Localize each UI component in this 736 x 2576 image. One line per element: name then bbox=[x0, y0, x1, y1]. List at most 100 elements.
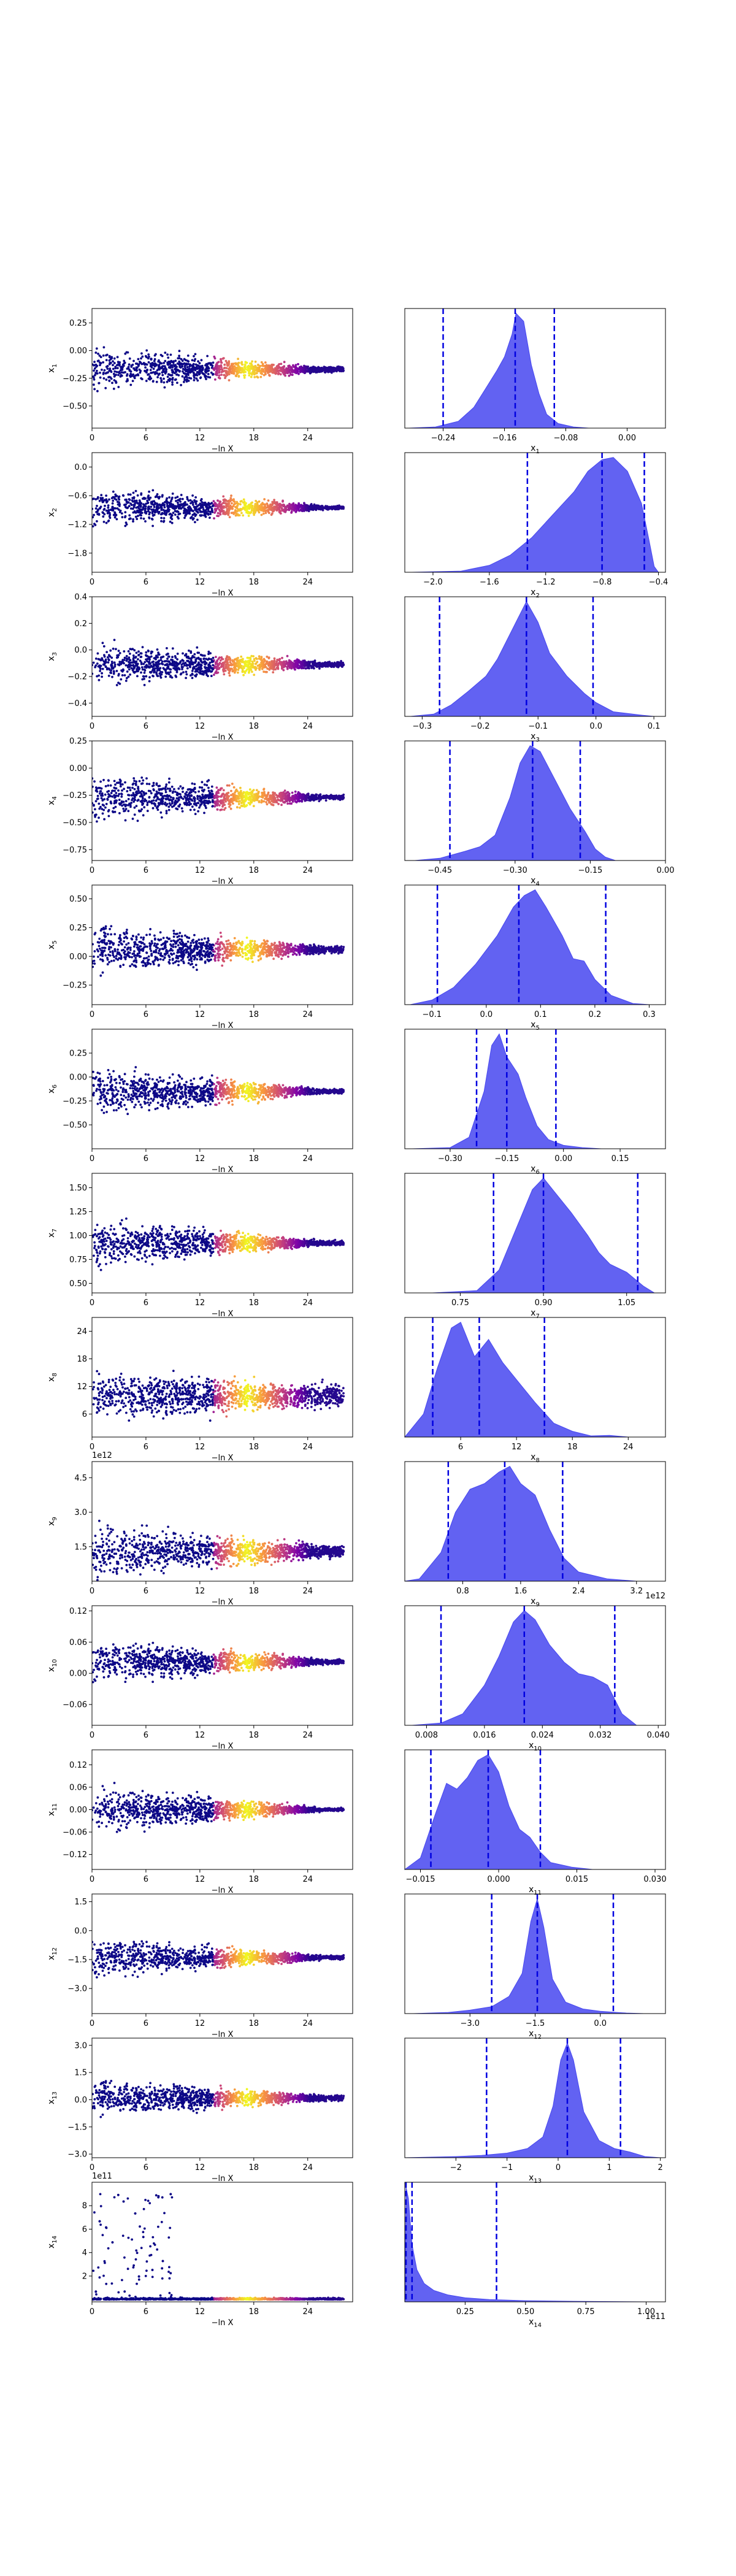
sample-point bbox=[258, 370, 261, 373]
sample-point bbox=[212, 660, 214, 663]
sample-point bbox=[148, 355, 150, 358]
sample-point bbox=[247, 515, 250, 517]
sample-point bbox=[191, 805, 194, 808]
sample-point bbox=[338, 661, 340, 664]
sample-point bbox=[158, 510, 161, 513]
sample-point bbox=[280, 665, 283, 669]
sample-point bbox=[183, 662, 186, 665]
sample-point bbox=[124, 499, 127, 501]
sample-point bbox=[163, 512, 166, 515]
x-tick-label: 0.0 bbox=[589, 722, 602, 731]
sample-point bbox=[127, 493, 130, 496]
sample-point bbox=[234, 794, 237, 797]
sample-point bbox=[220, 795, 223, 798]
sample-point bbox=[129, 661, 132, 664]
sample-point bbox=[267, 656, 270, 659]
sample-point bbox=[134, 374, 137, 377]
sample-point bbox=[256, 664, 259, 667]
sample-point bbox=[309, 661, 312, 664]
sample-point bbox=[189, 665, 191, 668]
sample-point bbox=[277, 373, 280, 375]
y-tick-label: −0.50 bbox=[63, 402, 87, 411]
sample-point bbox=[245, 669, 248, 672]
sample-point bbox=[140, 502, 143, 505]
sample-point bbox=[174, 378, 177, 381]
sample-point bbox=[314, 507, 316, 510]
sample-point bbox=[288, 502, 291, 505]
sample-point bbox=[237, 803, 240, 805]
sample-point bbox=[340, 507, 343, 510]
x-axis-label-main: x bbox=[531, 443, 535, 453]
sample-point bbox=[116, 356, 119, 359]
sample-point bbox=[162, 520, 165, 523]
sample-point bbox=[158, 366, 161, 368]
sample-point bbox=[210, 670, 213, 673]
sample-point bbox=[304, 794, 307, 797]
sample-point bbox=[171, 785, 174, 788]
sample-point bbox=[148, 800, 151, 803]
sample-point bbox=[104, 785, 107, 788]
sample-point bbox=[206, 669, 209, 672]
sample-point bbox=[134, 515, 137, 518]
sample-point bbox=[266, 370, 269, 373]
sample-point bbox=[151, 675, 154, 677]
sample-point bbox=[165, 370, 167, 374]
sample-point bbox=[129, 375, 132, 377]
sample-point bbox=[231, 667, 233, 670]
sample-point bbox=[251, 670, 253, 673]
sample-point bbox=[297, 372, 300, 375]
sample-point bbox=[97, 657, 100, 661]
sample-point bbox=[189, 371, 192, 374]
x-axis-label: −ln X bbox=[212, 589, 234, 598]
sample-point bbox=[174, 367, 177, 370]
sample-point bbox=[231, 663, 234, 666]
sample-point bbox=[209, 666, 212, 669]
sample-point bbox=[103, 818, 106, 821]
sample-point bbox=[109, 513, 112, 516]
sample-point bbox=[93, 364, 95, 367]
sample-point bbox=[182, 512, 185, 515]
sample-point bbox=[244, 509, 247, 512]
sample-point bbox=[274, 367, 277, 370]
sample-point bbox=[176, 362, 179, 365]
sample-point bbox=[185, 673, 188, 676]
sample-point bbox=[217, 671, 220, 674]
sample-point bbox=[112, 667, 115, 670]
sample-point bbox=[153, 513, 156, 516]
sample-point bbox=[143, 672, 146, 674]
sample-point bbox=[157, 651, 159, 654]
sample-point bbox=[205, 796, 208, 799]
sample-point bbox=[110, 656, 113, 659]
sample-point bbox=[94, 657, 98, 660]
sample-point bbox=[214, 378, 217, 381]
sample-point bbox=[135, 506, 138, 509]
sample-point bbox=[113, 362, 116, 364]
sample-point bbox=[212, 361, 215, 364]
sample-point bbox=[232, 802, 234, 805]
sample-point bbox=[191, 501, 194, 504]
sample-point bbox=[291, 791, 294, 794]
sample-point bbox=[159, 353, 163, 356]
sample-point bbox=[199, 499, 202, 502]
sample-point bbox=[194, 660, 197, 663]
sample-point bbox=[234, 662, 237, 665]
sample-point bbox=[187, 499, 190, 502]
sample-point bbox=[118, 661, 121, 664]
sample-point bbox=[262, 512, 265, 515]
sample-point bbox=[169, 512, 172, 515]
sample-point bbox=[195, 377, 198, 380]
sample-point bbox=[96, 369, 98, 372]
sample-point bbox=[182, 652, 184, 655]
sample-point bbox=[114, 805, 117, 808]
sample-point bbox=[99, 786, 101, 789]
sample-point bbox=[124, 524, 127, 527]
sample-point bbox=[293, 799, 296, 801]
sample-point bbox=[151, 489, 155, 492]
sample-point bbox=[305, 505, 308, 508]
sample-point bbox=[132, 800, 136, 803]
sample-point bbox=[136, 373, 139, 376]
sample-point bbox=[155, 654, 158, 657]
sample-point bbox=[112, 388, 115, 390]
sample-point bbox=[99, 497, 102, 499]
scatter-panel-1: 0 6 12 18 24−0.50−0.250.000.25−ln Xx1 bbox=[47, 308, 353, 454]
